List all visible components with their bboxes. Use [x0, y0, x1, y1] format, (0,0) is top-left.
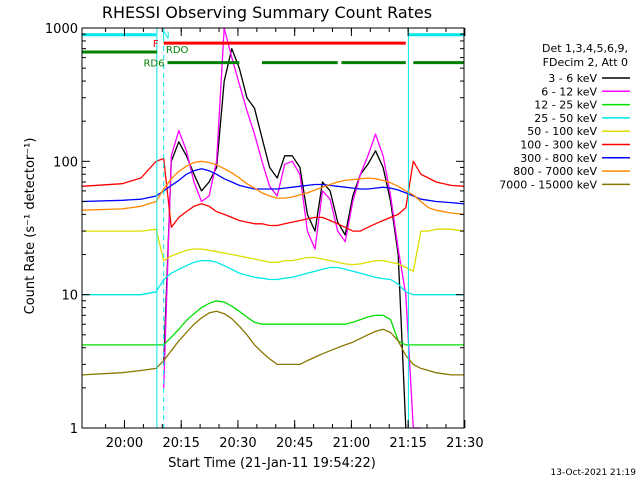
legend-entry-label: 100 - 300 keV [520, 139, 597, 152]
legend: Det 1,3,4,5,6,9,FDecim 2, Att 0 3 - 6 keV… [499, 42, 630, 191]
legend-entry-label: 12 - 25 keV [534, 99, 597, 112]
footer-date: 13-Oct-2021 21:19 [551, 468, 637, 478]
series-line [81, 310, 464, 376]
legend-entry-label: 3 - 6 keV [548, 72, 597, 85]
legend-entry-label: 50 - 100 keV [527, 125, 597, 138]
state-label: N [162, 31, 169, 42]
state-label: RDO [166, 45, 189, 56]
legend-header: Det 1,3,4,5,6,9, [542, 42, 628, 55]
y-tick-label: 10 [61, 289, 78, 304]
x-tick-label: 20:30 [219, 436, 256, 451]
legend-header: FDecim 2, Att 0 [543, 56, 628, 69]
legend-entry-label: 6 - 12 keV [541, 85, 597, 98]
legend-entry-label: 800 - 7000 keV [513, 165, 597, 178]
y-tick-label: 1000 [45, 22, 78, 37]
x-tick-label: 21:15 [389, 436, 426, 451]
x-tick-label: 21:30 [446, 436, 483, 451]
series-line [163, 27, 421, 429]
x-tick-label: 20:45 [276, 436, 313, 451]
series-line [81, 160, 465, 216]
chart-title: RHESSI Observing Summary Count Rates [102, 3, 432, 22]
y-tick-label: 100 [53, 155, 78, 170]
series-line [81, 157, 465, 232]
series-line [82, 228, 465, 272]
y-tick-label: 1 [70, 422, 78, 437]
y-axis-label: Count Rate (s⁻¹ detector⁻¹) [23, 138, 38, 315]
legend-entry-label: 25 - 50 keV [534, 112, 597, 125]
series-line [163, 48, 407, 429]
x-tick-label: 20:15 [162, 436, 199, 451]
state-label: RD6 [143, 59, 164, 70]
legend-entry-label: 300 - 800 keV [520, 152, 597, 165]
legend-entry-label: 7000 - 15000 keV [499, 178, 597, 191]
state-label: F [153, 39, 159, 50]
x-tick-label: 21:00 [333, 436, 370, 451]
series-line [81, 168, 465, 205]
series-line [82, 259, 464, 296]
x-axis-label: Start Time (21-Jan-11 19:54:22) [168, 456, 376, 471]
plot-frame [81, 27, 465, 429]
x-tick-label: 20:00 [106, 436, 143, 451]
